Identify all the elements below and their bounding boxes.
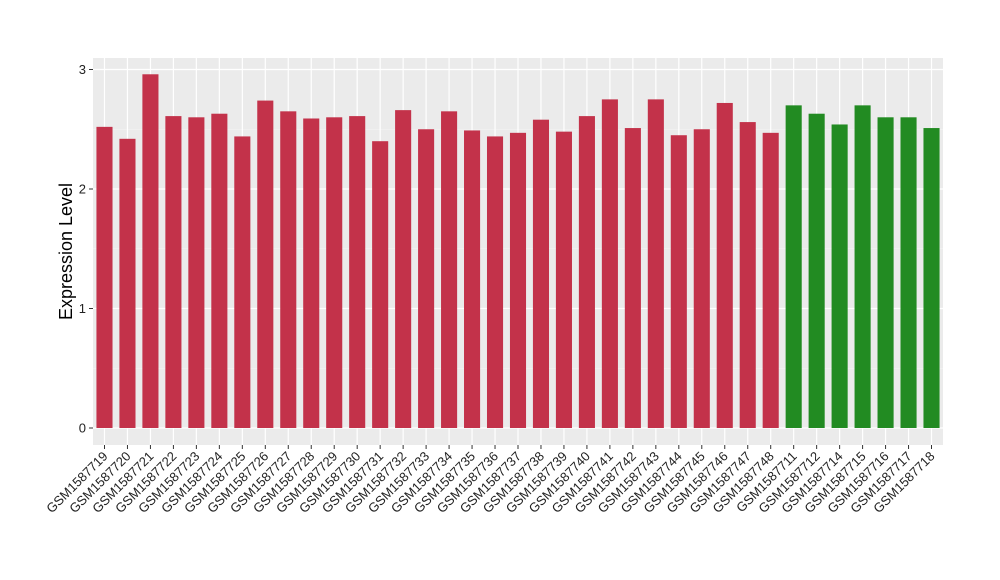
y-tick-label: 2 — [79, 182, 86, 197]
bar-GSM1587746 — [716, 102, 733, 429]
bar-GSM1587725 — [234, 136, 251, 429]
bar-GSM1587722 — [165, 116, 182, 428]
bar-GSM1587721 — [142, 74, 159, 428]
bar-GSM1587740 — [578, 116, 595, 428]
bar-GSM1587747 — [739, 122, 756, 428]
bar-GSM1587724 — [211, 113, 228, 428]
bar-GSM1587726 — [257, 100, 274, 428]
bar-GSM1587733 — [418, 129, 435, 428]
y-axis-title: Expression Level — [56, 183, 76, 320]
bar-GSM1587731 — [372, 141, 389, 428]
bar-GSM1587719 — [96, 126, 113, 429]
bar-GSM1587741 — [601, 99, 618, 428]
bar-GSM1587715 — [854, 105, 871, 428]
bar-GSM1587717 — [900, 117, 917, 429]
y-axis: 0 1 2 3 — [79, 62, 93, 436]
bar-GSM1587745 — [693, 129, 710, 428]
bar-GSM1587712 — [808, 113, 825, 428]
bar-GSM1587732 — [395, 110, 412, 428]
bar-GSM1587729 — [326, 117, 343, 429]
bar-GSM1587711 — [785, 105, 802, 428]
bar-GSM1587723 — [188, 117, 205, 429]
bar-GSM1587720 — [119, 138, 136, 428]
bar-GSM1587742 — [624, 128, 641, 428]
y-tick-label: 1 — [79, 301, 86, 316]
bar-GSM1587714 — [831, 124, 848, 428]
x-axis: GSM1587719GSM1587720GSM1587721GSM1587722… — [43, 445, 938, 516]
bar-GSM1587730 — [349, 116, 366, 428]
bar-GSM1587739 — [555, 131, 572, 428]
bar-GSM1587728 — [303, 118, 320, 429]
bar-GSM1587716 — [877, 117, 894, 429]
bar-GSM1587727 — [280, 111, 297, 428]
bar-GSM1587737 — [509, 132, 527, 428]
y-tick-label: 0 — [79, 421, 86, 436]
bar-GSM1587718 — [923, 128, 940, 428]
bar-GSM1587735 — [464, 130, 481, 428]
bar-GSM1587748 — [762, 132, 779, 428]
bars — [96, 74, 940, 429]
bar-GSM1587734 — [441, 111, 458, 428]
bar-GSM1587736 — [486, 136, 504, 429]
y-tick-label: 3 — [79, 62, 86, 77]
bar-GSM1587743 — [647, 99, 664, 428]
bar-GSM1587744 — [670, 135, 687, 428]
bar-GSM1587738 — [532, 119, 550, 428]
